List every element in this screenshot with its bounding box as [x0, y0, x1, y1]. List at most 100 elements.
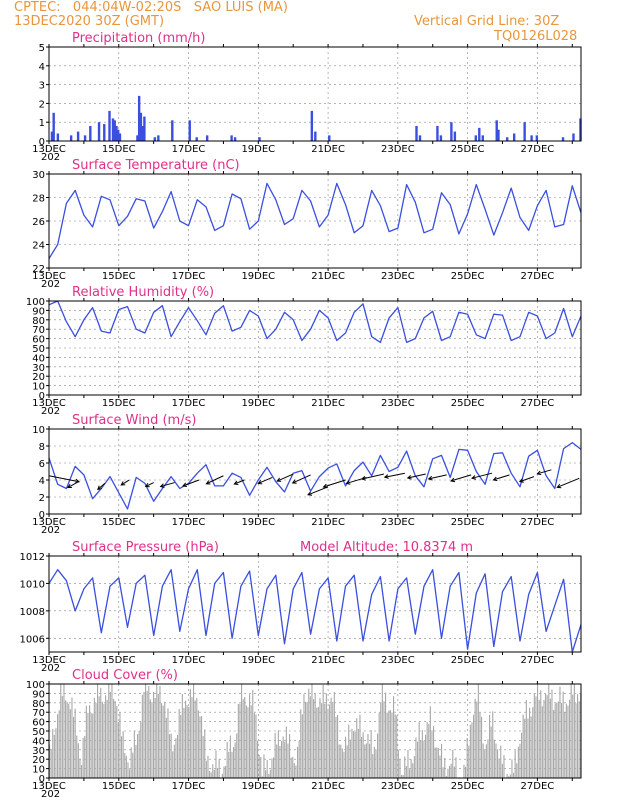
cloud-bar: [289, 734, 291, 778]
wind-arrow: [471, 472, 493, 479]
panel-frame: [48, 555, 582, 653]
cloud-bar: [199, 716, 201, 778]
cloud-bar: [317, 706, 319, 778]
cloud-bar: [409, 769, 411, 778]
cloud-bar: [237, 703, 239, 778]
cloud-bar: [274, 732, 276, 778]
cloud-bar: [178, 708, 180, 778]
cloud-bar: [245, 705, 247, 778]
wind-arrow: [206, 475, 224, 485]
cloud-bar: [532, 707, 534, 778]
cloud-bar: [87, 712, 89, 778]
cloud-bar: [197, 710, 199, 778]
cloud-bar: [239, 703, 241, 778]
cloud-bar: [125, 755, 127, 778]
wind-arrow-head: [66, 483, 72, 489]
precip-bar: [233, 137, 237, 141]
cloud-bar: [90, 712, 92, 778]
cloud-bar: [157, 693, 159, 778]
precip-bar: [579, 118, 582, 141]
panel-title: Surface Pressure (hPa): [72, 540, 219, 555]
cloud-bar: [138, 730, 140, 778]
x-tick-label: 27DEC: [521, 781, 555, 792]
cloud-bar: [450, 763, 452, 778]
precip-bar: [56, 133, 60, 141]
cloud-bar: [468, 745, 470, 778]
cloud-bar: [279, 746, 281, 778]
cloud-bar: [562, 691, 564, 778]
wind-arrow-head: [159, 483, 165, 488]
cloud-bar: [420, 740, 422, 778]
precip-bar: [436, 125, 439, 141]
cloud-bar: [509, 774, 511, 778]
wind-arrow-head: [383, 474, 389, 479]
cloud-bar: [261, 776, 263, 778]
cloud-bar: [143, 692, 145, 778]
cloud-bar: [394, 714, 396, 778]
cloud-bar: [418, 722, 420, 778]
cloud-bar: [85, 705, 87, 778]
panel-precip: 0 1 2 3 4 5 13DEC 15DEC 17DEC 19DEC 21DEC 23DEC 25DE…: [32, 31, 582, 163]
precip-bar: [141, 125, 144, 141]
cloud-bar: [319, 698, 321, 778]
cloud-bar: [493, 739, 495, 778]
precip-bar: [523, 122, 526, 141]
cloud-bar: [535, 696, 537, 778]
precip-bar: [52, 112, 55, 141]
cloud-bar: [357, 728, 359, 778]
y-tick-label: 90: [32, 689, 45, 700]
x-tick-label: 27DEC: [521, 398, 555, 409]
x-year-fragment: 202: [41, 406, 60, 417]
cloud-bar: [92, 713, 94, 778]
cloud-bar: [271, 758, 273, 778]
cloud-bar: [442, 767, 444, 778]
precip-bar: [314, 131, 317, 141]
cloud-bar: [495, 743, 497, 778]
x-tick-label: 15DEC: [102, 271, 136, 282]
cloud-bar: [421, 730, 423, 778]
cloud-bar: [553, 709, 555, 778]
cloud-bar: [330, 697, 332, 778]
cloud-bar: [335, 716, 337, 778]
wind-arrow-head: [120, 481, 126, 486]
x-tick-label: 13DEC: [32, 781, 66, 792]
y-tick-label: 10: [32, 425, 45, 436]
wind-arrow: [276, 473, 294, 482]
cloud-bar: [314, 693, 316, 778]
cloud-bar: [365, 743, 367, 778]
precip-bar: [97, 122, 101, 141]
cloud-bar: [378, 712, 380, 778]
cloud-bar: [559, 686, 561, 778]
precip-bar: [117, 129, 120, 141]
cloud-bar: [503, 755, 505, 778]
cloud-bar: [554, 703, 556, 778]
cloud-bar: [375, 749, 377, 778]
panel-pres: 1006 1008 1010 1012 13DEC 15DEC 17DEC 19DEC 21DE…: [20, 540, 582, 674]
precip-bar: [118, 133, 122, 141]
precip-bar: [103, 124, 106, 141]
cloud-bar: [511, 759, 513, 778]
cloud-bar: [63, 684, 65, 778]
y-tick-label: 10: [32, 382, 45, 393]
y-tick-label: 8: [39, 442, 45, 453]
cloud-bar: [277, 730, 279, 778]
cloud-bar: [428, 723, 430, 778]
cloud-bar: [253, 712, 255, 778]
cloud-bar: [233, 747, 235, 778]
x-year-fragment: 202: [41, 525, 60, 536]
x-tick-label: 13DEC: [32, 655, 66, 666]
temp-series-line: [48, 182, 582, 259]
cloud-bar: [573, 684, 575, 778]
station-title: CPTEC: 044:04W-02:20S SAO LUIS (MA): [14, 0, 288, 15]
cloud-bar: [453, 766, 455, 778]
cloud-bar: [380, 702, 382, 778]
cloud-bar: [349, 739, 351, 778]
cloud-bar: [137, 734, 139, 778]
cloud-bar: [213, 769, 215, 778]
cloud-bar: [117, 722, 119, 778]
cloud-bar: [257, 740, 259, 778]
cloud-bar: [404, 756, 406, 778]
cloud-bar: [140, 721, 142, 778]
x-year-fragment: 202: [41, 279, 60, 290]
y-tick-label: 1006: [20, 634, 45, 645]
